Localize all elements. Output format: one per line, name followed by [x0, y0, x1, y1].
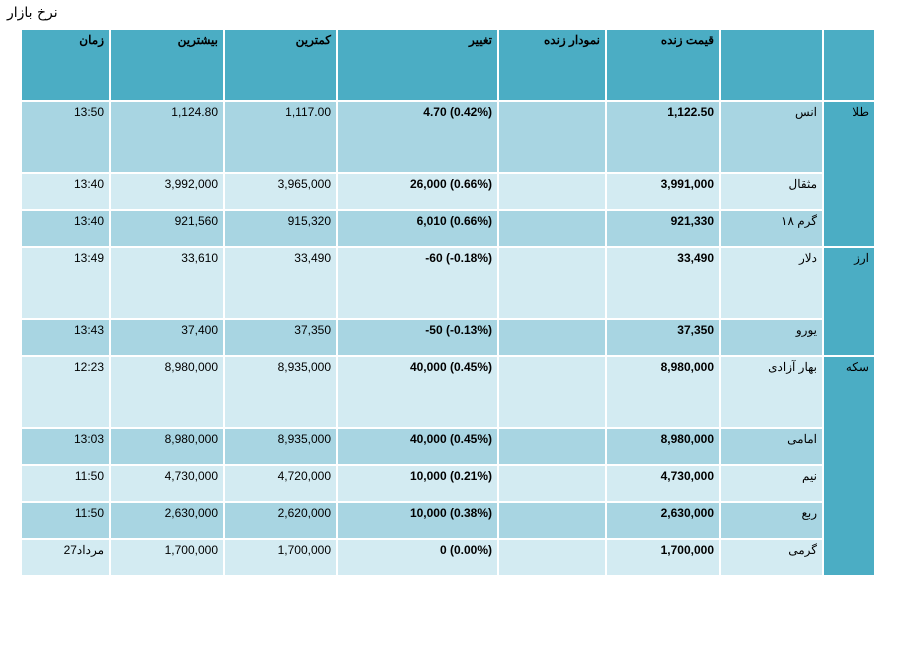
- price-cell: 1,700,000: [605, 538, 721, 577]
- time-cell: 11:50: [20, 464, 111, 503]
- time-cell: 12:23: [20, 355, 111, 429]
- live-chart-cell: [497, 464, 607, 503]
- item-name-cell: گرمی: [719, 538, 824, 577]
- live-chart-cell: [497, 246, 607, 320]
- time-cell: 13:03: [20, 427, 111, 466]
- change-cell: 10,000 (0.21%): [336, 464, 499, 503]
- low-cell: 8,935,000: [223, 355, 338, 429]
- header-low: کمترین: [223, 28, 338, 102]
- low-cell: 4,720,000: [223, 464, 338, 503]
- price-cell: 2,630,000: [605, 501, 721, 540]
- item-name-cell: انس: [719, 100, 824, 174]
- high-cell: 1,700,000: [109, 538, 225, 577]
- item-name-cell: نیم: [719, 464, 824, 503]
- change-cell: 6,010 (0.66%): [336, 209, 499, 248]
- change-cell: 10,000 (0.38%): [336, 501, 499, 540]
- time-cell: 13:43: [20, 318, 111, 357]
- change-cell: -50 (-0.13%): [336, 318, 499, 357]
- table-row: 27مرداد 1,700,000 1,700,000 0 (0.00%) 1,…: [20, 538, 875, 577]
- item-name-cell: مثقال: [719, 172, 824, 211]
- table-row: 13:03 8,980,000 8,935,000 40,000 (0.45%)…: [20, 427, 875, 466]
- low-cell: 1,700,000: [223, 538, 338, 577]
- header-high: بیشترین: [109, 28, 225, 102]
- time-cell: 27مرداد: [20, 538, 111, 577]
- table-row: 13:43 37,400 37,350 -50 (-0.13%) 37,350 …: [20, 318, 875, 357]
- high-cell: 1,124.80: [109, 100, 225, 174]
- table-row: 11:50 4,730,000 4,720,000 10,000 (0.21%)…: [20, 464, 875, 503]
- time-cell: 11:50: [20, 501, 111, 540]
- time-cell: 13:40: [20, 209, 111, 248]
- low-cell: 915,320: [223, 209, 338, 248]
- high-cell: 8,980,000: [109, 355, 225, 429]
- low-cell: 33,490: [223, 246, 338, 320]
- live-chart-cell: [497, 355, 607, 429]
- change-cell: 40,000 (0.45%): [336, 427, 499, 466]
- price-cell: 8,980,000: [605, 427, 721, 466]
- price-cell: 4,730,000: [605, 464, 721, 503]
- group-label-currency: ارز: [822, 246, 876, 357]
- price-cell: 37,350: [605, 318, 721, 357]
- change-cell: 40,000 (0.45%): [336, 355, 499, 429]
- time-cell: 13:40: [20, 172, 111, 211]
- live-chart-cell: [497, 318, 607, 357]
- live-chart-cell: [497, 172, 607, 211]
- group-label-coin: سکه: [822, 355, 876, 577]
- low-cell: 37,350: [223, 318, 338, 357]
- high-cell: 2,630,000: [109, 501, 225, 540]
- table-row: 13:50 1,124.80 1,117.00 4.70 (0.42%) 1,1…: [20, 100, 876, 248]
- item-name-cell: یورو: [719, 318, 824, 357]
- low-cell: 1,117.00: [223, 100, 338, 174]
- live-chart-cell: [497, 100, 607, 174]
- change-cell: -60 (-0.18%): [336, 246, 499, 320]
- price-cell: 8,980,000: [605, 355, 721, 429]
- header-row: زمان بیشترین کمترین تغییر نمودار زنده قی…: [20, 28, 876, 102]
- price-cell: 33,490: [605, 246, 721, 320]
- table-row: 12:23 8,980,000 8,935,000 40,000 (0.45%)…: [20, 355, 876, 577]
- item-name-cell: امامی: [719, 427, 824, 466]
- high-cell: 3,992,000: [109, 172, 225, 211]
- header-group: [822, 28, 876, 102]
- change-cell: 4.70 (0.42%): [336, 100, 499, 174]
- price-cell: 921,330: [605, 209, 721, 248]
- high-cell: 8,980,000: [109, 427, 225, 466]
- high-cell: 37,400: [109, 318, 225, 357]
- item-name-cell: گرم ۱۸: [719, 209, 824, 248]
- live-chart-cell: [497, 501, 607, 540]
- header-change: تغییر: [336, 28, 499, 102]
- market-rates-table: زمان بیشترین کمترین تغییر نمودار زنده قی…: [20, 28, 876, 577]
- group-label-gold: طلا: [822, 100, 876, 248]
- item-name-cell: بهار آزادی: [719, 355, 824, 429]
- change-cell: 0 (0.00%): [336, 538, 499, 577]
- table-row: 13:40 921,560 915,320 6,010 (0.66%) 921,…: [20, 209, 875, 248]
- price-cell: 3,991,000: [605, 172, 721, 211]
- header-time: زمان: [20, 28, 111, 102]
- live-chart-cell: [497, 427, 607, 466]
- table-row: 11:50 2,630,000 2,620,000 10,000 (0.38%)…: [20, 501, 875, 540]
- table-row: 13:49 33,610 33,490 -60 (-0.18%) 33,490 …: [20, 246, 876, 357]
- low-cell: 3,965,000: [223, 172, 338, 211]
- change-cell: 26,000 (0.66%): [336, 172, 499, 211]
- item-name-cell: ربع: [719, 501, 824, 540]
- live-chart-cell: [497, 209, 607, 248]
- table-row: 13:40 3,992,000 3,965,000 26,000 (0.66%)…: [20, 172, 875, 211]
- price-cell: 1,122.50: [605, 100, 721, 174]
- header-name: [719, 28, 824, 102]
- high-cell: 921,560: [109, 209, 225, 248]
- header-live-chart: نمودار زنده: [497, 28, 607, 102]
- high-cell: 33,610: [109, 246, 225, 320]
- item-name-cell: دلار: [719, 246, 824, 320]
- low-cell: 8,935,000: [223, 427, 338, 466]
- low-cell: 2,620,000: [223, 501, 338, 540]
- time-cell: 13:49: [20, 246, 111, 320]
- header-live-price: قیمت زنده: [605, 28, 721, 102]
- page-title: نرخ بازار: [7, 5, 58, 21]
- time-cell: 13:50: [20, 100, 111, 174]
- live-chart-cell: [497, 538, 607, 577]
- high-cell: 4,730,000: [109, 464, 225, 503]
